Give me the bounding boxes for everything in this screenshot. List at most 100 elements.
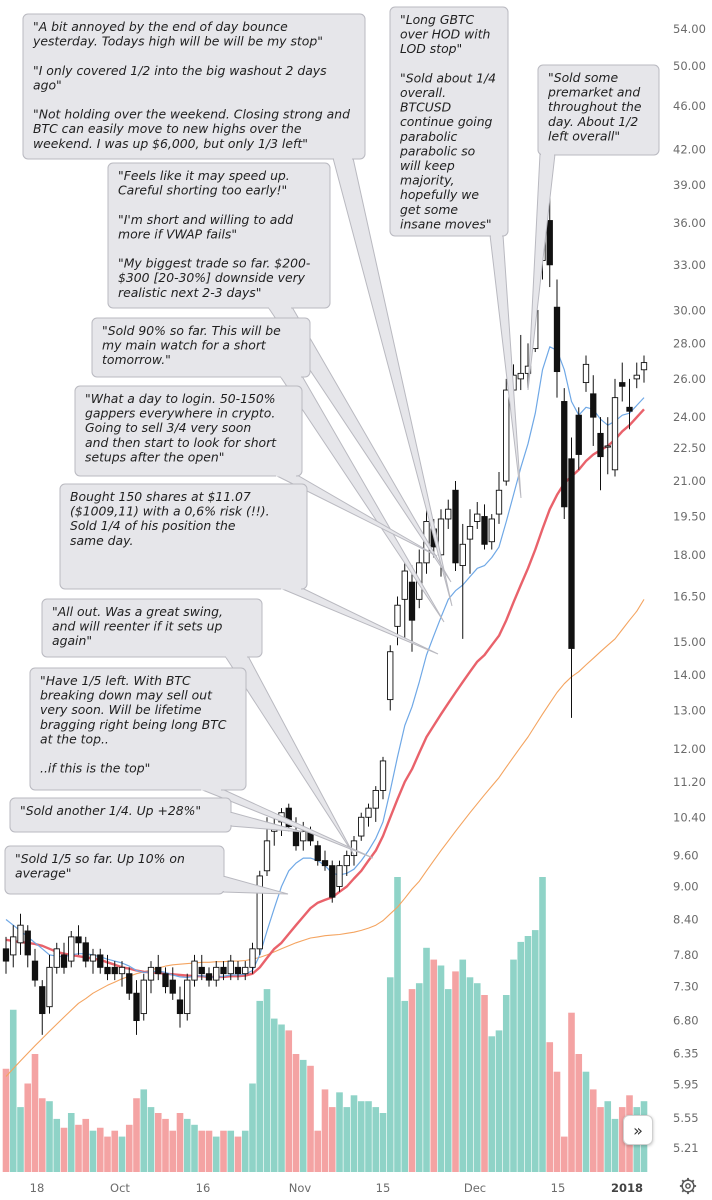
- volume-bar: [394, 877, 401, 1172]
- volume-bar: [415, 983, 423, 1172]
- volume-bar: [270, 1018, 278, 1172]
- bubble-line: gappers everywhere in crypto.: [85, 406, 275, 421]
- bubble-line: Sold 1/4 of his position the: [70, 518, 236, 533]
- bubble-line: yesterday. Todays high will be will be m…: [32, 34, 323, 49]
- candle: [176, 986, 184, 1028]
- candle: [553, 279, 561, 398]
- volume-bar: [220, 1130, 227, 1172]
- time-tick-label: 2018: [611, 1181, 643, 1195]
- price-tick-label: 36.00: [673, 216, 706, 230]
- bubble-line: more if VWAP fails": [118, 226, 237, 241]
- price-tick-label: 14.00: [673, 668, 706, 682]
- price-tick-label: 15.00: [673, 635, 706, 649]
- candle: [401, 554, 408, 639]
- candle: [619, 362, 626, 402]
- volume-bar: [379, 1113, 387, 1172]
- volume-bar: [249, 1083, 256, 1172]
- bubble-line: "Sold about 1/4: [400, 70, 496, 85]
- bubble-line: same day.: [70, 533, 133, 548]
- bubble-line: insane moves": [400, 216, 492, 231]
- volume-bar: [183, 1118, 191, 1172]
- volume-bar: [597, 1107, 604, 1172]
- candle: [321, 850, 329, 871]
- bubble-box: [4, 845, 225, 895]
- volume-bar: [46, 1101, 53, 1172]
- bubble-line: $300 [20-30%] downside very: [118, 270, 306, 285]
- time-tick-label: Nov: [289, 1181, 312, 1195]
- bubble-line: "What a day to login. 50-150%: [85, 391, 276, 406]
- volume-bar: [75, 1124, 82, 1172]
- bubble-line: throughout the: [548, 99, 642, 114]
- bubble-text: "All out. Was a great swing, and will ree…: [52, 604, 223, 648]
- candle: [220, 961, 227, 981]
- volume-bar: [38, 1098, 46, 1172]
- candle: [111, 961, 118, 981]
- volume-bar: [60, 1127, 68, 1172]
- candle: [242, 961, 249, 981]
- volume-bar: [125, 1124, 133, 1172]
- volume-bar: [531, 930, 539, 1172]
- volume-bar: [546, 1042, 554, 1172]
- volume-bar: [524, 936, 532, 1172]
- scroll-to-latest-button[interactable]: »: [623, 1115, 653, 1145]
- candle: [68, 930, 75, 968]
- price-tick-label: 5.55: [673, 1111, 699, 1125]
- price-tick-label: 16.50: [673, 589, 706, 603]
- volume-bar: [285, 1030, 293, 1172]
- bubble-line: average": [15, 866, 71, 881]
- volume-bar: [154, 1113, 162, 1172]
- candle: [285, 803, 292, 832]
- candle: [89, 948, 97, 974]
- volume-bar: [89, 1130, 97, 1172]
- bubble-line: BTC can easily move to new highs over th…: [33, 121, 302, 136]
- bubble-line: and then start to look for short: [85, 435, 277, 450]
- candle: [365, 803, 372, 827]
- candle: [53, 942, 60, 974]
- price-tick-label: 30.00: [673, 303, 706, 317]
- candle: [387, 645, 394, 711]
- annotation-bubble: "All out. Was a great swing, and will ree…: [41, 598, 355, 856]
- price-axis: 54.00 50.00 46.00 42.00 39.00 36.00 33.00 30.00…: [673, 22, 706, 1155]
- candle: [126, 967, 133, 1000]
- volume-bar: [568, 1012, 575, 1172]
- volume-bar: [553, 1071, 561, 1172]
- annotation-bubble: "Sold another 1/4. Up +28%": [9, 797, 304, 833]
- candle: [481, 504, 488, 550]
- candle: [24, 925, 31, 968]
- gear-icon[interactable]: [679, 1177, 697, 1195]
- bubble-box: [537, 64, 660, 156]
- volume-bar: [452, 971, 459, 1172]
- bubble-line: Going to sell 3/4 very soon: [85, 420, 251, 435]
- volume-bar: [2, 1068, 10, 1172]
- bubble-box: [389, 6, 509, 237]
- volume-bar: [140, 1089, 148, 1172]
- bubble-text: "Sold another 1/4. Up +28%": [20, 803, 201, 818]
- price-tick-label: 9.60: [673, 849, 699, 863]
- bubble-line: Careful shorting too early!": [118, 183, 287, 198]
- bubble-line: realistic next 2-3 days": [118, 285, 261, 300]
- volume-bar: [582, 1071, 590, 1172]
- candle: [155, 954, 162, 981]
- candle: [452, 481, 459, 572]
- price-tick-label: 24.00: [673, 410, 706, 424]
- candle: [140, 973, 147, 1021]
- volume-bar: [147, 1107, 155, 1172]
- price-tick-label: 9.00: [673, 879, 699, 893]
- candle: [227, 954, 234, 981]
- candle: [198, 954, 205, 981]
- volume-bar: [517, 941, 525, 1172]
- volume-bar: [307, 1065, 314, 1172]
- time-tick-label: 18: [30, 1181, 45, 1195]
- volume-bar: [9, 1009, 17, 1172]
- volume-bar: [357, 1101, 365, 1172]
- bubble-line: "Sold some: [548, 70, 618, 85]
- volume-bar: [96, 1127, 104, 1172]
- bubble-text: "A bit annoyed by the end of day bounce y…: [32, 19, 350, 151]
- bubble-pointer: [527, 153, 556, 391]
- candle: [31, 948, 39, 987]
- candle: [640, 355, 648, 383]
- price-tick-label: 7.80: [673, 948, 699, 962]
- bubble-line: "Sold another 1/4. Up +28%": [20, 803, 201, 818]
- volume-bar: [386, 977, 394, 1172]
